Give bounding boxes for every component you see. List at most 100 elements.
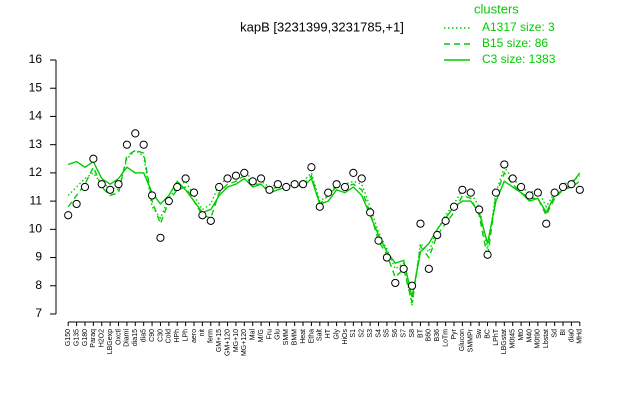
y-tick-label: 7 [35, 306, 42, 320]
data-point [491, 188, 501, 197]
x-tick-label: Cold [166, 329, 173, 344]
x-tick-label: Paraq [90, 329, 97, 348]
x-tick-label: M/G [258, 329, 265, 342]
x-tick-label: MHd [577, 329, 584, 344]
data-point [231, 171, 241, 180]
data-point [248, 177, 257, 186]
x-tick-label: dia15 [132, 329, 139, 346]
data-point [575, 185, 584, 194]
y-tick-label: 9 [35, 250, 42, 264]
x-tick-label: Gly [333, 329, 340, 340]
x-tick-label: C30 [157, 329, 164, 342]
data-point [391, 278, 400, 288]
x-tick-label: M40 [526, 329, 533, 343]
x-tick-label: S1 [350, 329, 357, 338]
y-tick-label: 15 [29, 80, 43, 94]
x-tick-label: BMM [291, 329, 298, 346]
x-tick-label: S3 [367, 329, 374, 338]
x-tick-label: Heat [300, 329, 307, 344]
data-point [315, 202, 324, 211]
x-tick-label: dia5 [141, 329, 148, 342]
data-point [357, 174, 366, 183]
data-point [139, 140, 148, 149]
x-tick-label: dia0 [568, 329, 575, 342]
x-tick-label: GM+120 [224, 329, 231, 356]
x-tick-label: aero [191, 329, 198, 343]
x-tick-label: Glu [275, 329, 282, 340]
x-tick-label: Oxctl [115, 329, 122, 345]
y-tick-label: 14 [29, 109, 43, 123]
x-tick-label: Fru [266, 329, 273, 340]
data-point [106, 185, 115, 194]
x-tick-label: Diami [124, 329, 131, 347]
data-point [567, 180, 576, 189]
data-point [500, 160, 509, 169]
data-point [374, 236, 383, 245]
x-tick-label: M0t90 [535, 329, 542, 349]
data-point [307, 163, 316, 172]
x-tick-label: Salt [317, 329, 324, 341]
x-tick-label: LPh [182, 329, 189, 342]
y-tick-label: 11 [30, 193, 43, 207]
legend-label: B15 size: 86 [482, 36, 548, 50]
data-point [265, 185, 274, 194]
data-point [349, 168, 358, 177]
x-tick-label: ferm [208, 329, 215, 343]
data-point [516, 182, 526, 192]
y-tick-label: 8 [35, 278, 42, 292]
x-tick-label: Glucon [459, 329, 466, 351]
data-point [433, 230, 442, 240]
chart-title: kapB [3231399,3231785,+1] [240, 19, 404, 34]
data-point [399, 264, 408, 273]
x-tick-label: LoTm [442, 329, 449, 347]
data-point [89, 154, 98, 163]
x-tick-label: B60 [426, 329, 433, 342]
data-point [223, 174, 232, 183]
x-tick-label: LBGstat [501, 329, 508, 354]
x-tick-label: LPhT [493, 328, 500, 345]
x-tick-label: Lbstat [543, 329, 550, 348]
data-point [290, 180, 299, 189]
data-point [508, 174, 517, 183]
x-tick-label: G150 [65, 329, 72, 346]
legend-label: C3 size: 1383 [482, 52, 556, 66]
x-tick-label: S4 [375, 329, 382, 338]
data-point [382, 253, 392, 262]
legend-label: A1317 size: 3 [482, 20, 555, 34]
x-tick-label: G135 [73, 329, 80, 346]
cluster-line [67, 149, 581, 303]
data-point [240, 168, 249, 177]
cluster-line [67, 160, 581, 298]
data-point [64, 211, 73, 220]
cluster-line [67, 149, 581, 306]
data-point [114, 180, 123, 189]
x-tick-label: S7 [401, 329, 408, 338]
data-point [97, 180, 106, 189]
data-point [206, 216, 215, 225]
data-point [147, 191, 157, 200]
data-point [458, 185, 467, 194]
x-tick-label: MG+120 [241, 329, 248, 356]
data-point [156, 233, 165, 242]
data-point [533, 188, 542, 197]
x-tick-label: S5 [384, 329, 391, 338]
data-point [441, 216, 450, 225]
x-tick-label: BI [560, 329, 567, 336]
x-tick-label: HPh [174, 329, 181, 343]
data-point [525, 191, 534, 200]
data-point [131, 129, 140, 138]
x-tick-label: B36 [434, 329, 441, 342]
x-tick-label: S6 [392, 329, 399, 338]
x-tick-label: Etha [308, 329, 315, 344]
data-point [466, 188, 475, 197]
y-tick-label: 13 [29, 137, 43, 151]
y-tick-label: 12 [29, 165, 43, 179]
data-point [558, 182, 568, 192]
data-point [198, 211, 207, 220]
data-point [189, 188, 199, 197]
x-tick-label: HT [325, 328, 332, 338]
data-point [366, 208, 375, 217]
data-point [72, 199, 81, 209]
data-point [483, 250, 492, 259]
x-tick-label: Sd [551, 329, 558, 338]
